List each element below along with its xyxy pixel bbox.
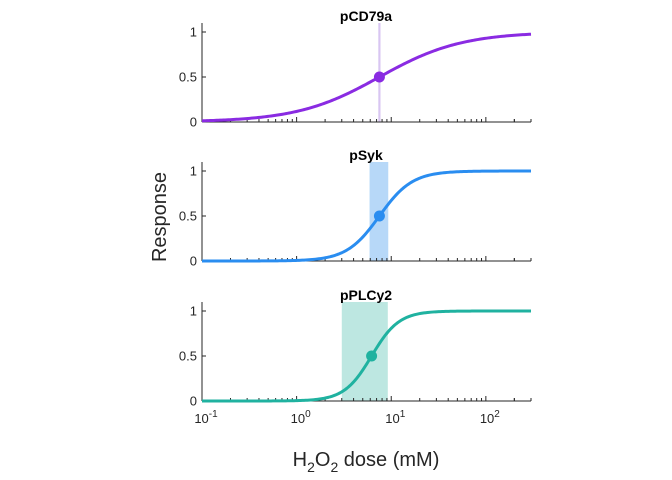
panel: 0 0.5 1 pPLCy2: [179, 287, 532, 409]
panel: 0 0.5 1 pSyk: [179, 147, 532, 269]
response-curve: [202, 169, 531, 263]
response-curve: [201, 32, 532, 123]
panel: 0 0.5 1 pCD79a: [179, 8, 532, 130]
y-tick-label: 1: [190, 25, 197, 40]
panel-title: pPLCy2: [340, 287, 392, 303]
y-axis-label: Response: [149, 172, 171, 262]
x-tick-label: 101: [385, 409, 405, 426]
x-tick-label: 10-1: [194, 409, 218, 426]
panels: 0 0.5 1 pCD79a 0 0.5 1 pSyk 0 0.5 1 pPLCy2 10-1 100 10…: [179, 8, 532, 426]
x-tick-label: 100: [291, 409, 311, 426]
y-tick-label: 0: [190, 254, 197, 269]
x-axis-label: H2O2 dose (mM): [293, 449, 440, 475]
response-curve: [202, 309, 531, 403]
panel-title: pCD79a: [340, 8, 392, 24]
y-tick-label: 1: [190, 304, 197, 319]
y-tick-label: 1: [190, 164, 197, 179]
x-tick-label: 102: [480, 409, 500, 426]
y-tick-label: 0.5: [179, 70, 197, 85]
panel-title: pSyk: [349, 147, 383, 163]
y-tick-label: 0: [190, 394, 197, 409]
y-tick-label: 0: [190, 115, 197, 130]
y-tick-label: 0.5: [179, 209, 197, 224]
ec50-point: [373, 210, 385, 222]
ec50-point: [373, 71, 385, 83]
ec50-point: [366, 350, 378, 362]
y-tick-label: 0.5: [179, 349, 197, 364]
